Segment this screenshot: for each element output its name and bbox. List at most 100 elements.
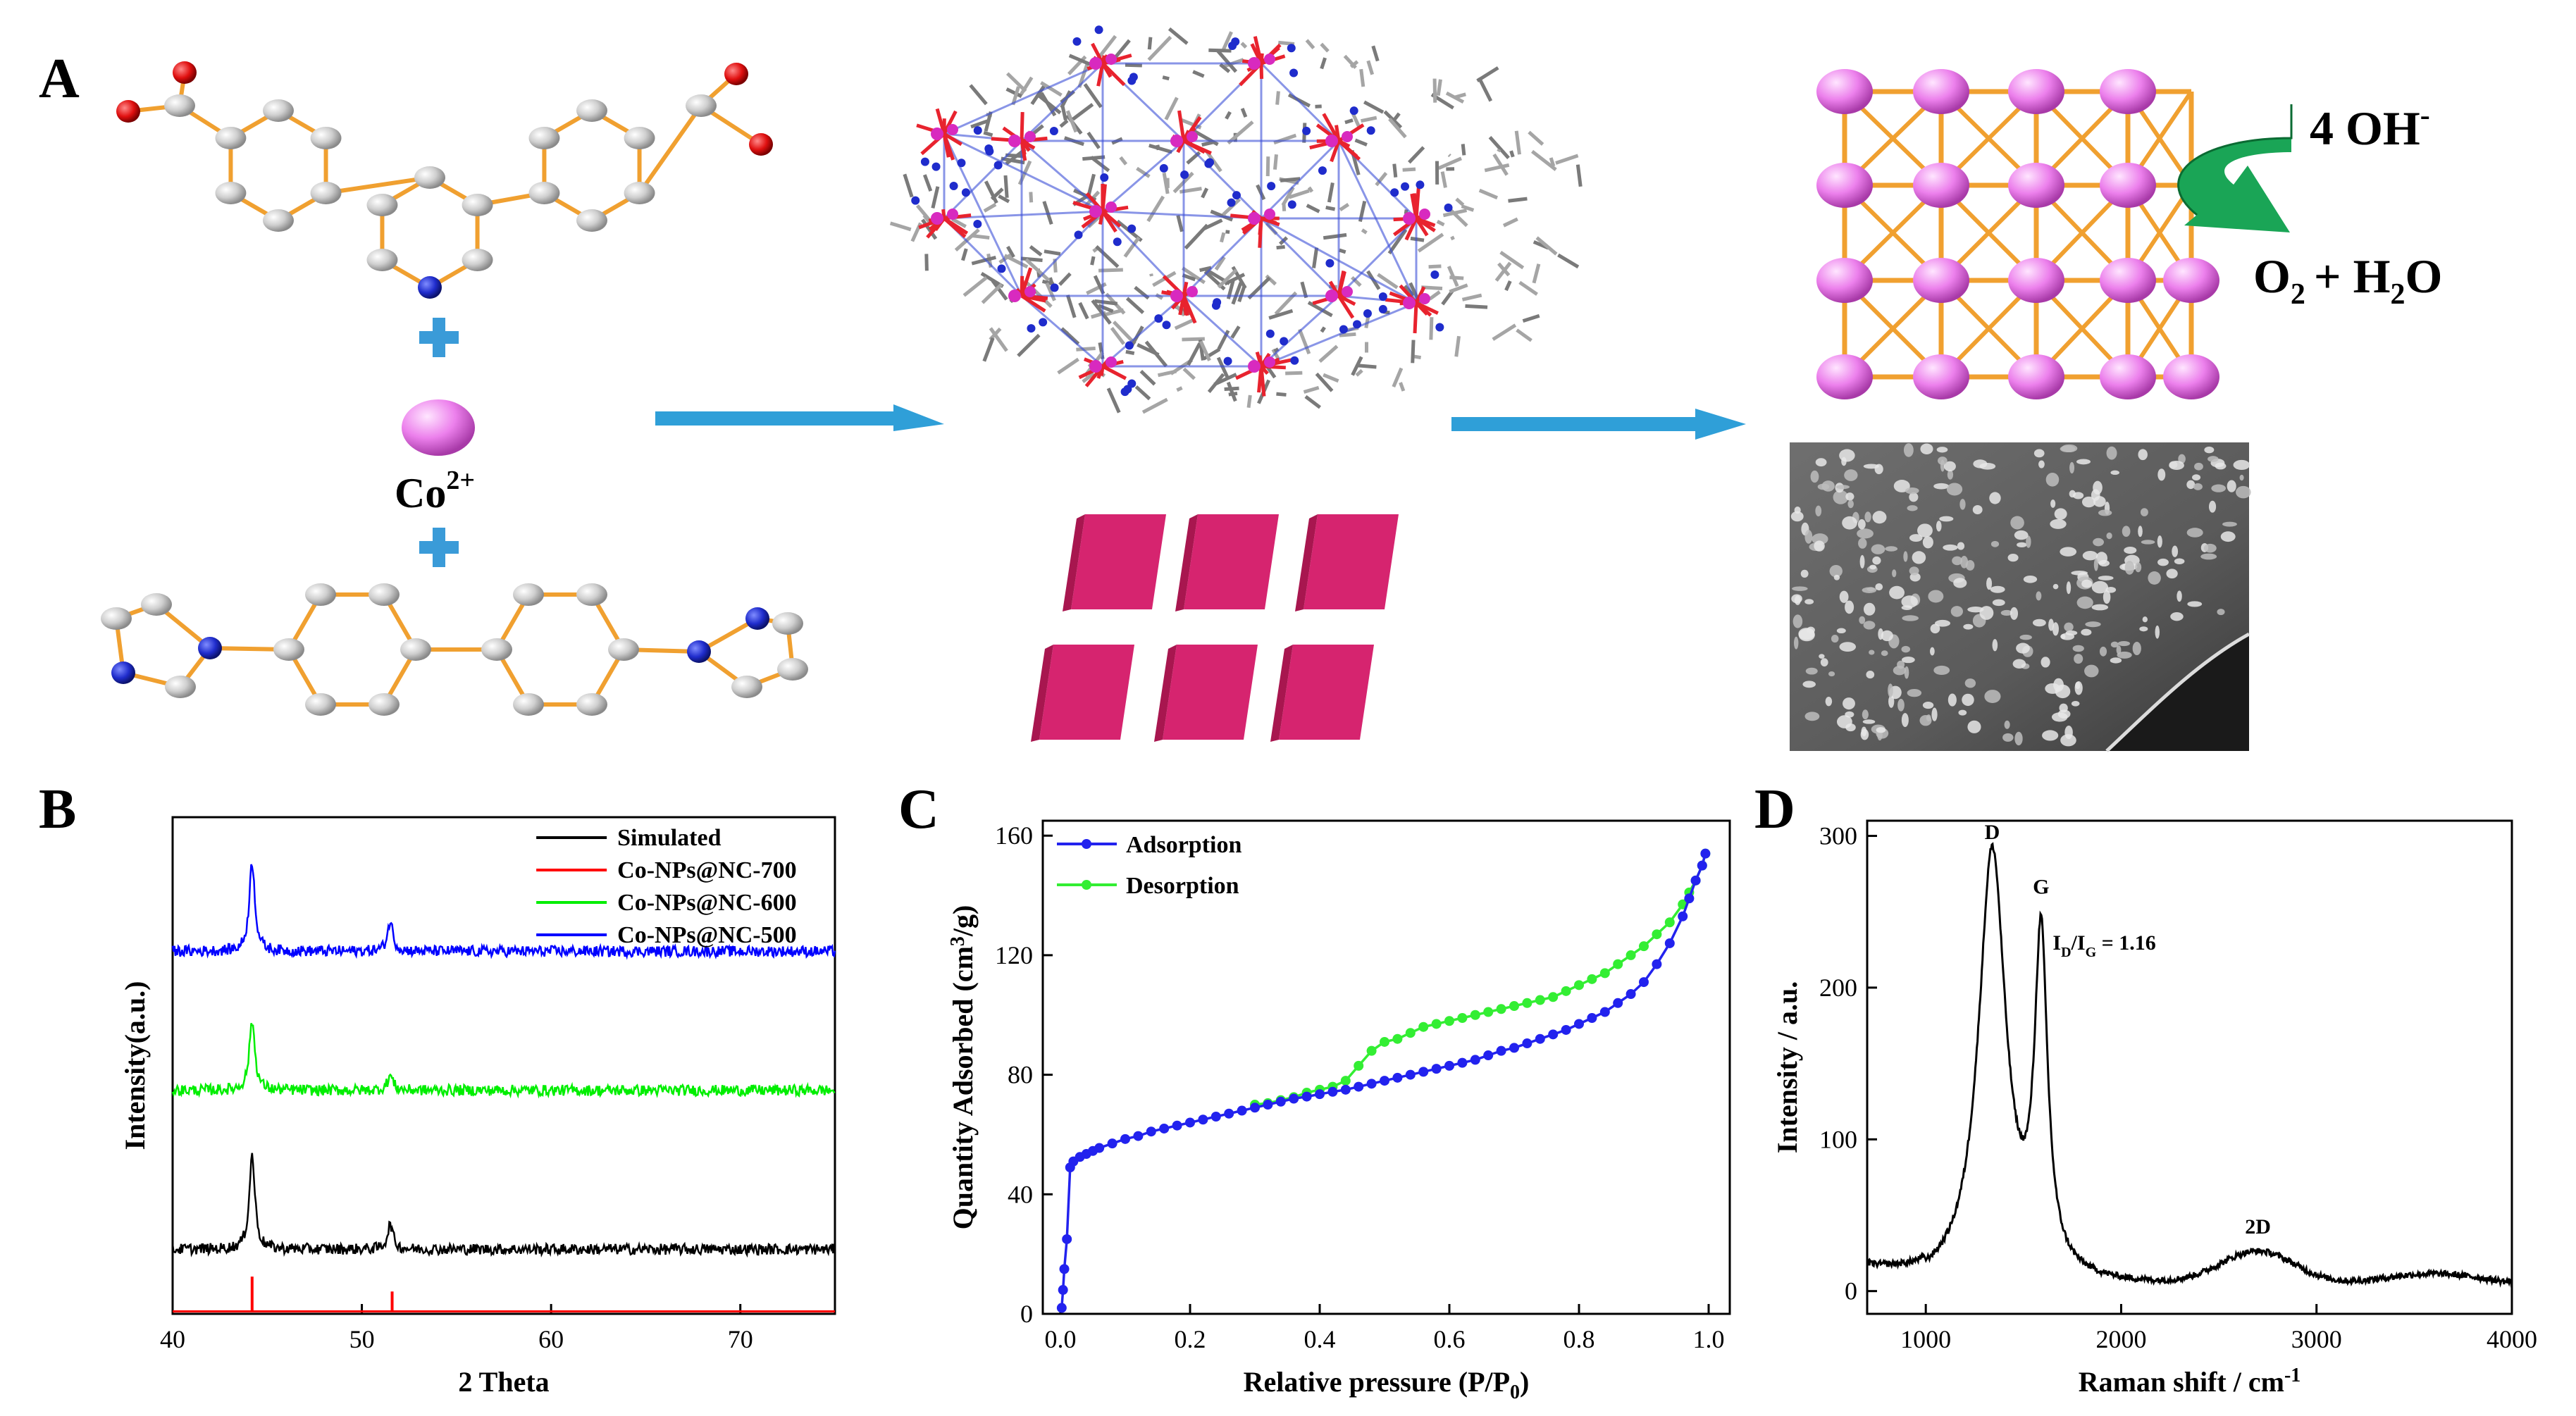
nitrogen-node [961, 188, 970, 197]
curved-arrow-icon [2177, 104, 2293, 232]
peak-annotation: G [2033, 875, 2049, 898]
linker-bond [1532, 263, 1541, 284]
y-tick-label: 0 [1845, 1277, 1857, 1305]
cobalt-node [1419, 293, 1430, 304]
nanosheet-face [1184, 514, 1279, 609]
linker-bond [1176, 215, 1184, 232]
linker-bond [1216, 356, 1230, 378]
nitrogen-node [1027, 324, 1036, 333]
linker-bond [1231, 282, 1243, 305]
linker-bond [1247, 276, 1271, 300]
linker-bond [943, 210, 1103, 220]
isotherm-point [1457, 1057, 1468, 1068]
carboxylate-bond [1176, 139, 1186, 154]
isotherm-point [1405, 1069, 1416, 1080]
nanoparticle [2169, 461, 2184, 471]
nanoparticle [2222, 521, 2237, 527]
sem-image [1790, 442, 2251, 752]
carbon-atom [777, 658, 808, 681]
nanoparticle [2157, 535, 2162, 548]
linker-bond [1214, 256, 1226, 271]
nanoparticle [2215, 462, 2227, 470]
cobalt-node [1008, 290, 1021, 302]
cobalt-atom [1913, 258, 1969, 303]
cobalt-node [1325, 135, 1338, 147]
nanoparticle [2110, 641, 2119, 648]
linker-bond [1106, 387, 1121, 414]
linker-bond [984, 111, 993, 132]
x-tick-label: 1.0 [1693, 1325, 1725, 1353]
nanoparticle [2071, 570, 2088, 576]
linker-bond [1413, 354, 1421, 360]
carboxylate-bond [1258, 355, 1263, 367]
nitrogen-node [1353, 320, 1362, 329]
oxygen-atom [173, 61, 197, 84]
carbon-atom [305, 693, 336, 716]
linker-bond [1454, 335, 1461, 357]
linker-bond [1440, 171, 1447, 188]
nanoparticle [1859, 554, 1865, 569]
nanoparticle [2103, 590, 2111, 604]
nitrogen-node [1223, 356, 1232, 366]
y-tick-label: 0 [1020, 1300, 1033, 1328]
linker-bond [1199, 266, 1212, 273]
nanoparticle [1909, 492, 1919, 502]
linker-bond [1021, 139, 1103, 213]
nanoparticle [2176, 590, 2182, 602]
nanoparticle [1831, 635, 1839, 643]
linker-bond [1461, 204, 1475, 212]
nitrogen-node [911, 196, 920, 205]
carbon-atom [576, 99, 607, 122]
isotherm-point [1522, 1038, 1532, 1049]
cobalt-atom [1816, 354, 1873, 399]
carboxylate-bond [1258, 218, 1263, 248]
cobalt-node [1089, 57, 1102, 70]
nitrogen-node [1206, 158, 1215, 167]
nanoparticle [1885, 546, 1898, 552]
linker-bond [1168, 27, 1189, 45]
nanoparticle [1889, 585, 1905, 600]
linker-bond [1392, 367, 1404, 388]
isotherm-point [1574, 980, 1584, 990]
nanoparticle [1804, 599, 1814, 604]
linker-bond [1149, 273, 1153, 277]
isotherm-point [1094, 1143, 1105, 1153]
nanoparticle [1792, 586, 1808, 591]
nanoparticle [2081, 628, 2092, 636]
nanoparticle [1958, 709, 1967, 716]
nanoparticle [1814, 540, 1825, 552]
cobalt-node [1170, 135, 1183, 147]
linker-bond [1305, 39, 1315, 50]
product-label: O2 + H2O [2253, 249, 2442, 311]
carbon-atom [686, 94, 717, 117]
cobalt-atom [1913, 354, 1969, 399]
nanoparticle [1841, 457, 1847, 466]
carbon-atom [164, 94, 195, 117]
carbon-atom [215, 182, 247, 204]
linker-bond [954, 228, 980, 251]
linker-bond [1337, 217, 1418, 297]
linker-bond [1528, 130, 1544, 146]
nanoparticle [1960, 555, 1969, 569]
nanoparticle [1875, 583, 1883, 591]
nanoparticle [1943, 544, 1958, 551]
nitrogen-node [1265, 329, 1275, 338]
carbon-atom [273, 638, 304, 661]
linker-bond [1182, 367, 1196, 380]
linker-bond [1450, 235, 1455, 241]
bond [638, 104, 703, 194]
isotherm-point [1056, 1303, 1067, 1313]
x-tick-label: 50 [349, 1325, 375, 1353]
nanoparticle [2233, 459, 2250, 471]
nanoparticle [2203, 543, 2217, 553]
nitrogen-atom [745, 607, 769, 630]
linker-bond [1201, 187, 1209, 199]
nitrogen-node [920, 157, 929, 166]
isotherm-point [1697, 860, 1707, 871]
nanoparticle [2186, 528, 2203, 538]
isotherm-point [1431, 1019, 1442, 1029]
y-axis-label: Intensity / a.u. [1771, 981, 1803, 1154]
nanoparticle [1815, 505, 1822, 517]
linker-bond [1268, 309, 1294, 320]
y-axis-label: Intensity(a.u.) [119, 981, 151, 1150]
